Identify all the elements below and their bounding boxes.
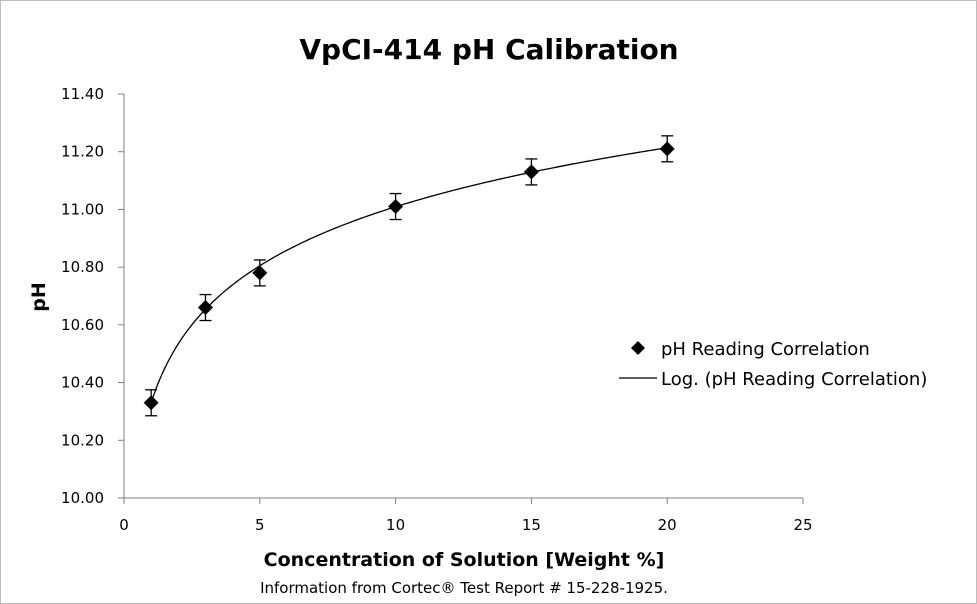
y-axis-title: pH bbox=[28, 282, 50, 312]
trendline bbox=[150, 147, 668, 403]
data-point-marker bbox=[388, 199, 404, 215]
data-point-marker bbox=[197, 300, 213, 316]
data-point-marker bbox=[252, 265, 268, 281]
legend-marker-diamond bbox=[631, 341, 645, 355]
data-point-group bbox=[388, 192, 404, 221]
legend-trendline-label: Log. (pH Reading Correlation) bbox=[661, 369, 927, 390]
x-tick-label: 15 bbox=[522, 516, 541, 534]
data-point-marker bbox=[659, 141, 675, 157]
legend: pH Reading Correlation Log. (pH Reading … bbox=[619, 339, 927, 390]
data-point-marker bbox=[523, 164, 539, 180]
chart-title: VpCI-414 pH Calibration bbox=[299, 33, 678, 66]
data-point-group bbox=[143, 389, 159, 417]
y-tick-label: 10.60 bbox=[61, 316, 104, 334]
y-tick-label: 10.00 bbox=[61, 489, 104, 507]
y-tick-label: 10.40 bbox=[61, 374, 104, 392]
y-tick-label: 10.20 bbox=[61, 431, 104, 449]
y-axis: 10.00 10.20 10.40 10.60 10.80 11.00 11.20 11.40 bbox=[61, 85, 125, 507]
data-point-group bbox=[523, 158, 539, 186]
y-tick-label: 11.40 bbox=[61, 85, 104, 103]
x-tick-label: 25 bbox=[793, 516, 812, 534]
footnote: Information from Cortec® Test Report # 1… bbox=[260, 579, 668, 597]
legend-series-label: pH Reading Correlation bbox=[661, 339, 870, 360]
y-tick-label: 10.80 bbox=[61, 258, 104, 276]
x-tick-label: 20 bbox=[658, 516, 677, 534]
x-axis-title: Concentration of Solution [Weight %] bbox=[264, 549, 665, 571]
data-point-group bbox=[252, 259, 268, 287]
x-axis: 0 5 10 15 20 25 bbox=[119, 497, 813, 534]
data-points bbox=[143, 135, 675, 417]
data-point-group bbox=[659, 135, 675, 163]
x-tick-label: 0 bbox=[119, 516, 129, 534]
trendline-curve bbox=[150, 147, 668, 403]
x-tick-label: 10 bbox=[386, 516, 405, 534]
y-tick-label: 11.00 bbox=[61, 200, 104, 218]
data-point-group bbox=[197, 293, 213, 322]
y-tick-label: 11.20 bbox=[61, 143, 104, 161]
x-tick-label: 5 bbox=[255, 516, 265, 534]
data-point-marker bbox=[143, 395, 159, 411]
